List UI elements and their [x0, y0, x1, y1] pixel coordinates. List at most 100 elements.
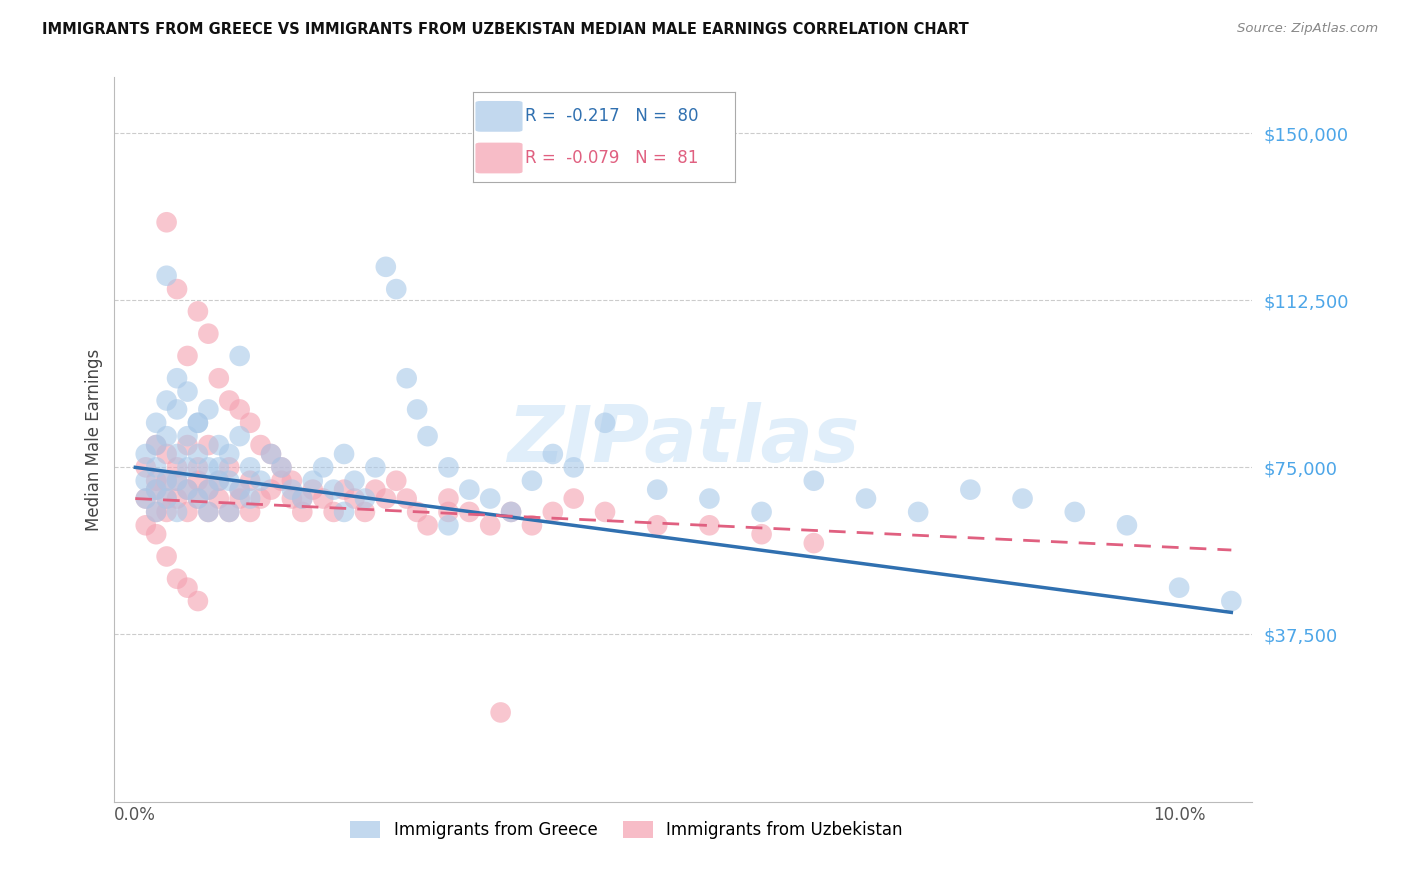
Text: Source: ZipAtlas.com: Source: ZipAtlas.com — [1237, 22, 1378, 36]
Point — [499, 505, 522, 519]
Point — [281, 483, 304, 497]
Point — [155, 505, 177, 519]
Point — [803, 536, 825, 550]
Point — [322, 505, 344, 519]
Point — [208, 491, 231, 506]
Point — [187, 447, 209, 461]
Point — [208, 438, 231, 452]
Point — [333, 447, 356, 461]
Point — [562, 460, 585, 475]
Point — [333, 483, 356, 497]
Point — [249, 474, 271, 488]
Point — [239, 460, 262, 475]
Point — [228, 349, 250, 363]
Point — [135, 460, 157, 475]
Point — [197, 402, 219, 417]
Point — [145, 460, 167, 475]
Point — [364, 483, 387, 497]
Point — [959, 483, 981, 497]
Point — [1011, 491, 1033, 506]
Point — [228, 483, 250, 497]
Point — [312, 491, 335, 506]
Point — [176, 483, 198, 497]
Point — [155, 393, 177, 408]
Point — [270, 474, 292, 488]
Point — [499, 505, 522, 519]
Point — [416, 518, 439, 533]
Point — [135, 518, 157, 533]
Point — [593, 416, 616, 430]
Point — [270, 460, 292, 475]
Point — [322, 483, 344, 497]
Point — [187, 460, 209, 475]
Point — [218, 474, 240, 488]
Legend: Immigrants from Greece, Immigrants from Uzbekistan: Immigrants from Greece, Immigrants from … — [346, 816, 907, 844]
Point — [343, 474, 366, 488]
Point — [135, 474, 157, 488]
Text: ZIPatlas: ZIPatlas — [508, 401, 859, 477]
Point — [239, 416, 262, 430]
Point — [699, 491, 721, 506]
Point — [166, 505, 188, 519]
Point — [166, 474, 188, 488]
Point — [197, 460, 219, 475]
Point — [187, 491, 209, 506]
Point — [218, 393, 240, 408]
Point — [218, 505, 240, 519]
Point — [479, 491, 502, 506]
Point — [197, 505, 219, 519]
Point — [187, 491, 209, 506]
Point — [218, 447, 240, 461]
Point — [228, 402, 250, 417]
Point — [343, 491, 366, 506]
Point — [176, 460, 198, 475]
Point — [301, 483, 323, 497]
Point — [385, 474, 408, 488]
Point — [145, 483, 167, 497]
Point — [458, 483, 481, 497]
Point — [166, 491, 188, 506]
Point — [176, 483, 198, 497]
Point — [374, 491, 396, 506]
Point — [751, 505, 773, 519]
Point — [1116, 518, 1139, 533]
Point — [270, 460, 292, 475]
Point — [281, 491, 304, 506]
Point — [155, 429, 177, 443]
Point — [135, 447, 157, 461]
Point — [291, 505, 314, 519]
Point — [333, 505, 356, 519]
Point — [187, 474, 209, 488]
Point — [374, 260, 396, 274]
Point — [645, 483, 668, 497]
Point — [520, 518, 543, 533]
Point — [145, 483, 167, 497]
Point — [155, 474, 177, 488]
Point — [166, 282, 188, 296]
Point — [437, 491, 460, 506]
Point — [155, 268, 177, 283]
Point — [228, 483, 250, 497]
Point — [239, 474, 262, 488]
Point — [291, 491, 314, 506]
Text: IMMIGRANTS FROM GREECE VS IMMIGRANTS FROM UZBEKISTAN MEDIAN MALE EARNINGS CORREL: IMMIGRANTS FROM GREECE VS IMMIGRANTS FRO… — [42, 22, 969, 37]
Point — [239, 505, 262, 519]
Point — [155, 491, 177, 506]
Point — [155, 549, 177, 564]
Point — [406, 505, 429, 519]
Point — [145, 505, 167, 519]
Point — [406, 402, 429, 417]
Point — [135, 491, 157, 506]
Point — [145, 438, 167, 452]
Point — [135, 491, 157, 506]
Point — [364, 460, 387, 475]
Point — [437, 460, 460, 475]
Point — [301, 474, 323, 488]
Point — [249, 491, 271, 506]
Point — [228, 429, 250, 443]
Point — [437, 518, 460, 533]
Point — [907, 505, 929, 519]
Point — [208, 474, 231, 488]
Point — [166, 371, 188, 385]
Point — [1220, 594, 1243, 608]
